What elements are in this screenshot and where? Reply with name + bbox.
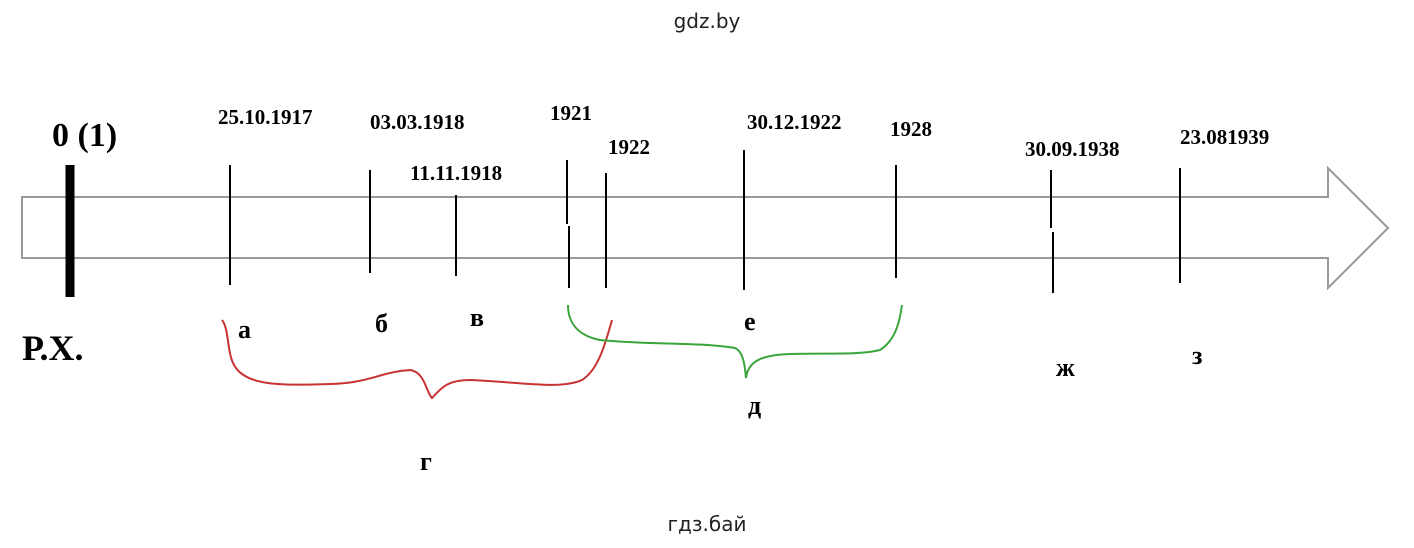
timeline-arrow <box>21 165 1390 291</box>
date-label: 23.081939 <box>1180 125 1269 149</box>
letter-label: д <box>748 391 761 420</box>
date-label: 25.10.1917 <box>218 105 313 129</box>
red-brace <box>221 319 613 400</box>
letter-label: а <box>238 315 251 344</box>
date-label: 30.12.1922 <box>747 110 842 134</box>
date-label: 1922 <box>608 135 650 159</box>
era-label: Р.Х. <box>22 328 84 368</box>
origin-label: 0 (1) <box>52 117 117 154</box>
letter-label: з <box>1192 341 1202 370</box>
date-label: 30.09.1938 <box>1025 137 1120 161</box>
letter-label: е <box>744 307 756 336</box>
letter-label: б <box>375 309 388 338</box>
letter-label: в <box>470 303 484 332</box>
footer-text: гдз.бай <box>668 512 747 536</box>
green-brace <box>567 304 903 379</box>
date-label: 11.11.1918 <box>410 161 502 185</box>
header-title: gdz.by <box>674 9 741 33</box>
ticks <box>229 150 1181 293</box>
date-label: 1928 <box>890 117 932 141</box>
letter-label: г <box>420 447 432 476</box>
letter-labels: а б в г д е ж з <box>238 303 1202 476</box>
letter-label: ж <box>1056 353 1075 382</box>
date-label: 1921 <box>550 101 592 125</box>
date-labels: 25.10.1917 03.03.1918 11.11.1918 1921 19… <box>218 101 1269 185</box>
date-label: 03.03.1918 <box>370 110 465 134</box>
